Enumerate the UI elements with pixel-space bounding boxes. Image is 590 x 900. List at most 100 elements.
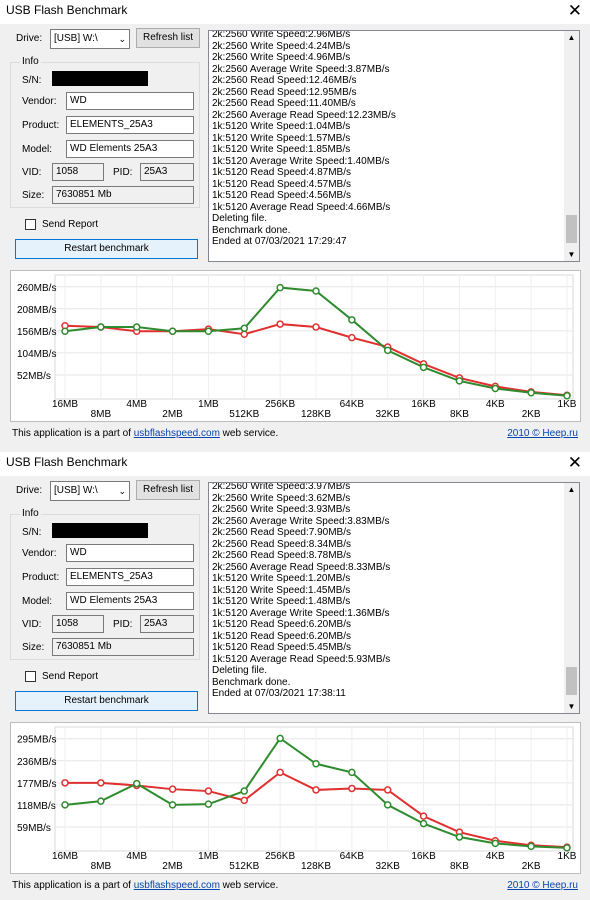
drive-select-value: [USB] W:\ [54,485,98,496]
data-point [563,844,571,852]
x-tick-label: 64KB [340,851,365,862]
data-point [97,323,105,331]
log-line: Benchmark done. [212,676,291,688]
data-point [276,734,284,743]
vid-label: VID: [22,619,42,630]
model-field[interactable]: WD Elements 25A3 [66,140,194,158]
info-group [10,62,200,208]
data-point [168,801,177,809]
log-line: 1k:5120 Write Speed:1.85MB/s [212,144,351,155]
send-report-checkbox[interactable] [25,219,36,230]
scroll-down-icon[interactable]: ▼ [567,702,576,711]
info-caption: Info [20,56,41,67]
product-label: Product: [22,572,60,583]
sn-label: S/N: [22,527,42,538]
data-point [276,283,284,292]
footer-suffix: web service. [219,880,279,891]
drive-label: Drive: [16,485,43,496]
data-point [383,346,392,355]
footer-suffix: web service. [219,428,279,439]
data-point [276,320,284,328]
scroll-thumb[interactable] [566,667,577,695]
log-line: 2k:2560 Read Speed:7.90MB/s [212,527,351,538]
y-tick-label: 52MB/s [17,371,51,382]
size-label: Size: [22,642,45,653]
y-tick-label: 104MB/s [17,349,56,360]
heep-link[interactable]: 2010 © Heep.ru [507,880,578,891]
log-scrollbar[interactable]: ▲ ▼ [564,483,579,713]
vid-field: 1058 [52,615,104,633]
close-icon[interactable]: ✕ [567,453,582,472]
scroll-thumb[interactable] [566,215,577,243]
usbflashspeed-link[interactable]: usbflashspeed.com [133,428,220,439]
log-line: 2k:2560 Write Speed:2.96MB/s [212,30,351,40]
data-point [168,785,177,793]
product-field[interactable]: ELEMENTS_25A3 [66,568,194,586]
x-tick-label: 1MB [198,399,219,410]
x-tick-label: 256KB [265,399,295,410]
data-point [61,327,69,336]
y-tick-label: 260MB/s [17,283,56,294]
scroll-up-icon[interactable]: ▲ [567,33,576,42]
log-line: 2k:2560 Write Speed:4.96MB/s [212,52,351,63]
data-point [491,839,500,848]
log-line: 1k:5120 Average Write Speed:1.40MB/s [212,155,390,167]
send-report-checkbox[interactable] [25,671,36,682]
product-field[interactable]: ELEMENTS_25A3 [66,116,194,134]
data-point [240,796,249,805]
data-point [97,797,105,805]
heep-link[interactable]: 2010 © Heep.ru [507,428,578,439]
log-scrollbar[interactable]: ▲ ▼ [564,31,579,261]
data-point [419,819,428,828]
data-point [419,363,428,372]
close-icon[interactable]: ✕ [567,1,582,20]
x-tick-label: 256KB [265,851,295,862]
y-tick-label: 177MB/s [17,779,56,790]
footer-prefix: This application is a part of [12,428,134,439]
x-tick-label: 2MB [162,409,183,420]
data-point [240,787,249,795]
footer-prefix: This application is a part of [12,880,134,891]
log-line: 1k:5120 Read Speed:4.56MB/s [212,190,351,201]
data-point [204,800,213,808]
model-field[interactable]: WD Elements 25A3 [66,592,194,610]
chevron-down-icon: ⌄ [118,34,126,44]
vendor-field[interactable]: WD [66,92,194,110]
vendor-field[interactable]: WD [66,544,194,562]
log-line: 2k:2560 Average Read Speed:8.33MB/s [212,561,391,573]
data-point [97,779,105,787]
data-point [419,812,428,820]
data-point [240,324,249,333]
drive-select[interactable]: [USB] W:\ ⌄ [50,29,130,49]
usbflashspeed-link[interactable]: usbflashspeed.com [133,880,220,891]
benchmark-window: USB Flash Benchmark ✕ Drive: [USB] W:\ ⌄… [0,452,590,900]
restart-benchmark-button[interactable]: Restart benchmark [15,691,198,711]
footer-text: This application is a part of usbflashsp… [12,428,278,439]
log-line: 1k:5120 Write Speed:1.45MB/s [212,584,351,596]
log-line: Ended at 07/03/2021 17:29:47 [212,236,347,247]
restart-benchmark-button[interactable]: Restart benchmark [15,239,198,259]
log-listbox[interactable]: 2k:2560 Write Speed:3.97MB/s 2k:2560 Writ… [208,482,580,714]
y-tick-label: 156MB/s [17,327,56,338]
scroll-up-icon[interactable]: ▲ [567,485,576,494]
data-point [491,384,500,393]
drive-select-value: [USB] W:\ [54,33,98,44]
log-line: 1k:5120 Write Speed:1.48MB/s [212,596,351,607]
drive-select[interactable]: [USB] W:\ ⌄ [50,481,130,501]
footer-text: This application is a part of usbflashsp… [12,880,278,891]
log-line: 2k:2560 Read Speed:12.95MB/s [212,86,357,98]
x-tick-label: 64KB [340,399,365,410]
log-listbox[interactable]: 2k:2560 Write Speed:2.96MB/s 2k:2560 Writ… [208,30,580,262]
refresh-list-button[interactable]: Refresh list [136,28,200,48]
data-point [312,786,320,794]
product-label: Product: [22,120,60,131]
log-line: 2k:2560 Read Speed:8.78MB/s [212,550,351,561]
log-line: 1k:5120 Write Speed:1.04MB/s [212,121,351,132]
model-label: Model: [22,144,53,155]
refresh-list-button[interactable]: Refresh list [136,480,200,500]
window-title: USB Flash Benchmark [6,3,128,17]
scroll-down-icon[interactable]: ▼ [567,250,576,259]
log-line: 1k:5120 Read Speed:4.57MB/s [212,178,351,190]
log-line: 1k:5120 Read Speed:6.20MB/s [212,619,351,630]
vid-field: 1058 [52,163,104,181]
